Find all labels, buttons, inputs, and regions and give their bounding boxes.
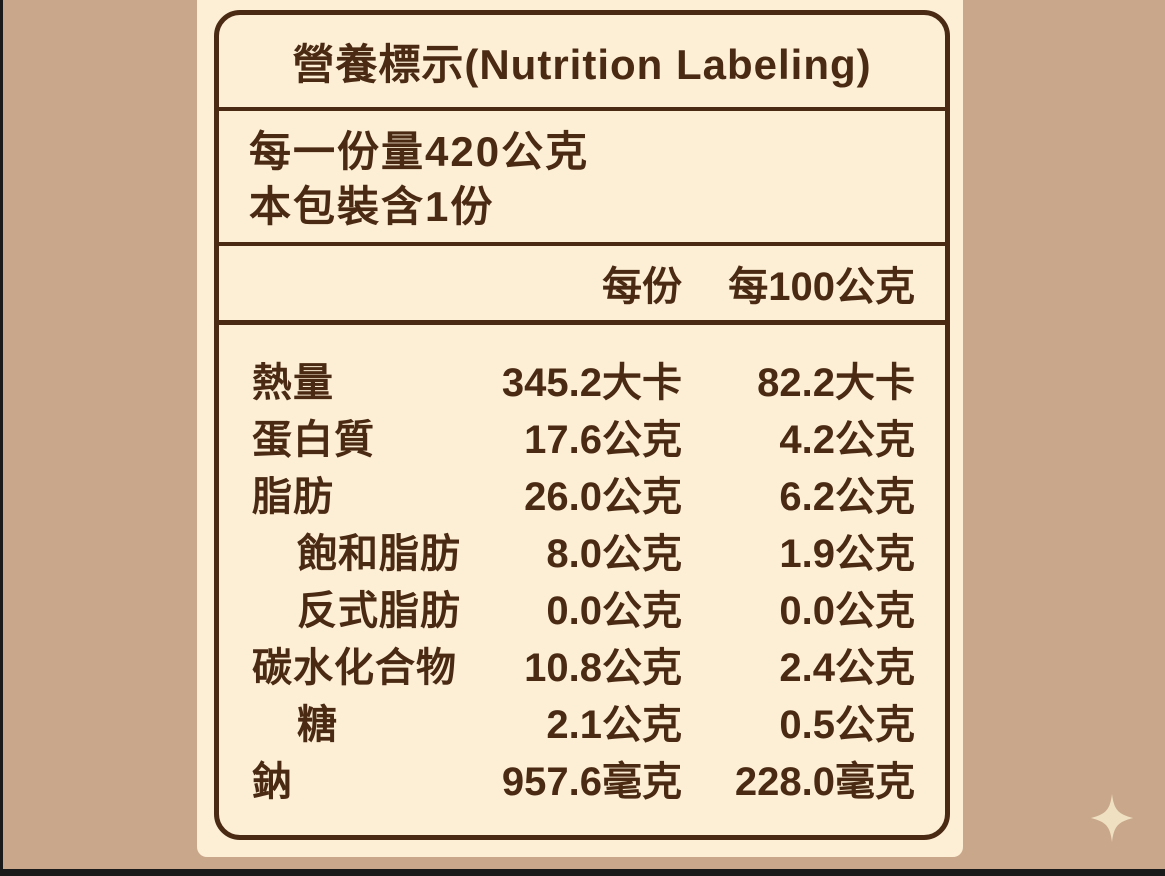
sparkle-icon bbox=[1090, 794, 1134, 842]
value-per-100g: 228.0毫克 bbox=[734, 759, 915, 804]
nutrition-label-frame: 營養標示(Nutrition Labeling) 每一份量420公克 本包裝含1… bbox=[214, 10, 950, 840]
servings-per-package-text: 本包裝含1份 bbox=[249, 183, 495, 230]
nutrient-name: 碳水化合物 bbox=[252, 645, 457, 690]
row-calories: 熱量 345.2大卡 82.2大卡 bbox=[252, 350, 915, 407]
value-per-100g: 0.5公克 bbox=[779, 702, 915, 747]
row-trans-fat: 反式脂肪 0.0公克 0.0公克 bbox=[252, 578, 915, 635]
screen-left-edge bbox=[0, 0, 3, 876]
value-per-serving: 17.6公克 bbox=[524, 417, 682, 462]
row-fat: 脂肪 26.0公克 6.2公克 bbox=[252, 464, 915, 521]
nutrient-name: 鈉 bbox=[252, 759, 293, 804]
nutrition-label-card: 營養標示(Nutrition Labeling) 每一份量420公克 本包裝含1… bbox=[197, 0, 963, 857]
value-per-serving: 8.0公克 bbox=[546, 531, 682, 576]
value-per-100g: 1.9公克 bbox=[779, 531, 915, 576]
row-carbohydrate: 碳水化合物 10.8公克 2.4公克 bbox=[252, 635, 915, 692]
value-per-100g: 0.0公克 bbox=[779, 588, 915, 633]
value-per-serving: 345.2大卡 bbox=[501, 360, 682, 405]
value-per-serving: 0.0公克 bbox=[546, 588, 682, 633]
value-per-serving: 10.8公克 bbox=[524, 645, 682, 690]
nutrient-name: 糖 bbox=[297, 702, 338, 747]
value-per-100g: 82.2大卡 bbox=[757, 360, 915, 405]
row-saturated-fat: 飽和脂肪 8.0公克 1.9公克 bbox=[252, 521, 915, 578]
row-sugar: 糖 2.1公克 0.5公克 bbox=[252, 692, 915, 749]
value-per-serving: 26.0公克 bbox=[524, 474, 682, 519]
row-sodium: 鈉 957.6毫克 228.0毫克 bbox=[252, 749, 915, 806]
row-protein: 蛋白質 17.6公克 4.2公克 bbox=[252, 407, 915, 464]
serving-size-text: 每一份量420公克 bbox=[249, 128, 590, 175]
page-title: 營養標示(Nutrition Labeling) bbox=[292, 40, 872, 88]
value-per-serving: 957.6毫克 bbox=[501, 759, 682, 804]
serving-info-section: 每一份量420公克 本包裝含1份 bbox=[219, 107, 945, 242]
nutrient-name: 飽和脂肪 bbox=[297, 531, 461, 576]
column-header-row: 每份 每100公克 bbox=[219, 242, 945, 320]
nutrient-name: 反式脂肪 bbox=[297, 588, 461, 633]
value-per-100g: 2.4公克 bbox=[779, 645, 915, 690]
label-title-section: 營養標示(Nutrition Labeling) bbox=[219, 15, 945, 107]
screen-bottom-edge bbox=[0, 869, 1165, 876]
value-per-100g: 4.2公克 bbox=[779, 417, 915, 462]
column-header-per-100g: 每100公克 bbox=[728, 265, 915, 309]
nutrient-name: 蛋白質 bbox=[252, 417, 375, 462]
nutrient-name: 熱量 bbox=[252, 360, 334, 405]
nutrient-name: 脂肪 bbox=[252, 474, 334, 519]
value-per-100g: 6.2公克 bbox=[779, 474, 915, 519]
nutrient-table: 熱量 345.2大卡 82.2大卡 蛋白質 17.6公克 4.2公克 脂肪 26… bbox=[219, 320, 945, 835]
column-header-per-serving: 每份 bbox=[602, 265, 682, 309]
value-per-serving: 2.1公克 bbox=[546, 702, 682, 747]
